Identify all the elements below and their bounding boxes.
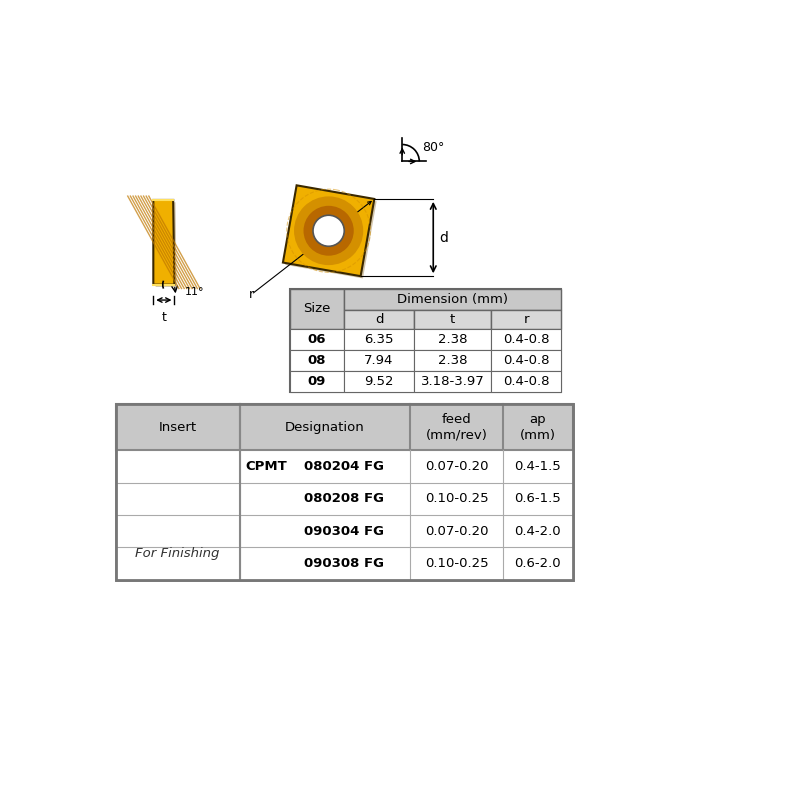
Text: 11°: 11° xyxy=(186,287,205,298)
Text: 0.4-1.5: 0.4-1.5 xyxy=(514,460,562,473)
Text: Dimension (mm): Dimension (mm) xyxy=(397,293,508,306)
Bar xyxy=(491,310,561,330)
Text: 0.07-0.20: 0.07-0.20 xyxy=(425,525,488,538)
Bar xyxy=(491,371,561,392)
Bar xyxy=(115,404,573,579)
Polygon shape xyxy=(154,200,174,285)
Text: 09: 09 xyxy=(308,374,326,388)
Bar xyxy=(344,310,414,330)
Bar xyxy=(344,330,414,350)
Polygon shape xyxy=(156,202,177,287)
Text: 080204 FG: 080204 FG xyxy=(304,460,384,473)
Text: 0.10-0.25: 0.10-0.25 xyxy=(425,492,488,506)
Text: Insert: Insert xyxy=(158,421,197,434)
Bar xyxy=(414,310,491,330)
Text: 9.52: 9.52 xyxy=(364,374,394,388)
Text: r: r xyxy=(249,288,254,301)
Bar xyxy=(491,330,561,350)
Text: 0.07-0.20: 0.07-0.20 xyxy=(425,460,488,473)
Text: 06: 06 xyxy=(308,334,326,346)
Circle shape xyxy=(303,206,354,256)
Bar xyxy=(290,330,344,350)
Circle shape xyxy=(161,482,194,516)
Text: Designation: Designation xyxy=(285,421,365,434)
Text: CPMT: CPMT xyxy=(246,460,287,473)
Text: Size: Size xyxy=(303,302,330,315)
Polygon shape xyxy=(286,188,377,278)
Bar xyxy=(414,330,491,350)
Text: 3.18-3.97: 3.18-3.97 xyxy=(421,374,485,388)
Bar xyxy=(491,350,561,371)
Text: 0.6-2.0: 0.6-2.0 xyxy=(514,557,561,570)
Text: 090304 FG: 090304 FG xyxy=(304,525,384,538)
Bar xyxy=(290,350,344,371)
Text: 6.35: 6.35 xyxy=(364,334,394,346)
Circle shape xyxy=(294,196,363,265)
Text: feed
(mm/rev): feed (mm/rev) xyxy=(426,413,487,442)
Text: 08: 08 xyxy=(308,354,326,367)
Text: 0.4-0.8: 0.4-0.8 xyxy=(503,374,550,388)
Text: 7.94: 7.94 xyxy=(364,354,394,367)
Text: 0.4-0.8: 0.4-0.8 xyxy=(503,354,550,367)
Bar xyxy=(344,350,414,371)
Text: t: t xyxy=(162,311,166,324)
Bar xyxy=(414,350,491,371)
Text: 080208 FG: 080208 FG xyxy=(304,492,384,506)
Polygon shape xyxy=(151,474,208,530)
Text: ap
(mm): ap (mm) xyxy=(520,413,556,442)
Polygon shape xyxy=(149,471,206,528)
Text: d: d xyxy=(439,230,448,245)
Text: 0.4-2.0: 0.4-2.0 xyxy=(514,525,561,538)
Circle shape xyxy=(154,477,201,522)
Text: For Finishing: For Finishing xyxy=(135,547,220,560)
Text: 0.4-0.8: 0.4-0.8 xyxy=(503,334,550,346)
Bar xyxy=(290,289,561,392)
Bar xyxy=(414,371,491,392)
Bar xyxy=(290,371,344,392)
Bar xyxy=(115,450,573,579)
Text: 0.10-0.25: 0.10-0.25 xyxy=(425,557,488,570)
Text: 80°: 80° xyxy=(422,141,445,154)
Text: 2.38: 2.38 xyxy=(438,354,467,367)
Bar xyxy=(290,289,344,330)
Bar xyxy=(344,371,414,392)
Text: 090308 FG: 090308 FG xyxy=(304,557,384,570)
Bar xyxy=(115,404,573,450)
Text: t: t xyxy=(450,313,455,326)
Text: d: d xyxy=(374,313,383,326)
Text: r: r xyxy=(523,313,529,326)
Circle shape xyxy=(313,215,344,246)
Text: 0.6-1.5: 0.6-1.5 xyxy=(514,492,562,506)
Polygon shape xyxy=(283,186,374,276)
Bar xyxy=(344,289,561,310)
Bar xyxy=(115,404,573,579)
Circle shape xyxy=(167,489,188,510)
Text: 2.38: 2.38 xyxy=(438,334,467,346)
